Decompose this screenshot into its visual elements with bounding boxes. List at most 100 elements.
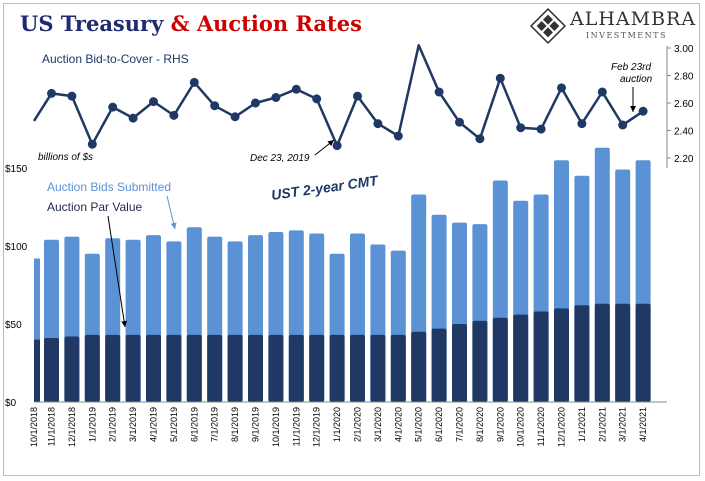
- bid-to-cover-group: [32, 44, 648, 151]
- bid-to-cover-point: [393, 131, 403, 141]
- bid-to-cover-point: [638, 106, 648, 116]
- bid-to-cover-point: [291, 84, 301, 94]
- x-tick-label: 4/1/2021: [638, 407, 648, 442]
- bid-to-cover-point: [47, 88, 56, 98]
- bid-to-cover-point: [67, 91, 77, 101]
- right-tick-label: 2.80: [674, 72, 694, 83]
- left-tick-label: $100: [5, 242, 28, 253]
- bids-bar-partial: [34, 258, 40, 402]
- bid-to-cover-point: [536, 124, 546, 134]
- bid-to-cover-point: [271, 93, 281, 102]
- bid-to-cover-point: [230, 112, 240, 122]
- bid-to-cover-point: [312, 94, 322, 104]
- title-part-1: US Treasury: [20, 11, 164, 36]
- par-bar: [288, 334, 304, 402]
- x-tick-label: 2/1/2020: [353, 407, 363, 442]
- par-bar: [248, 334, 263, 402]
- par-bar: [513, 314, 529, 402]
- x-tick-label: 6/1/2020: [434, 407, 444, 442]
- par-bar: [411, 331, 427, 402]
- bid-to-cover-point: [353, 91, 362, 101]
- right-tick-label: 2.60: [674, 99, 694, 110]
- bid-to-cover-point: [455, 117, 464, 127]
- x-tick-label: 4/1/2019: [149, 407, 159, 442]
- bid-to-cover-point: [128, 113, 138, 123]
- right-tick-label: 3.00: [674, 44, 694, 55]
- bid-to-cover-point: [434, 87, 444, 97]
- x-tick-label: 11/1/2020: [536, 407, 546, 446]
- par-bar: [125, 334, 141, 402]
- par-bar: [370, 334, 386, 402]
- par-bar-partial: [34, 339, 40, 402]
- x-tick-label: 3/1/2021: [618, 407, 628, 442]
- bid-to-cover-point: [108, 102, 118, 112]
- x-tick-label: 12/1/2020: [557, 407, 567, 447]
- bid-to-cover-point: [516, 123, 526, 133]
- logo-name: ALHAMBRA: [570, 8, 697, 30]
- x-tick-label: 6/1/2019: [189, 407, 199, 442]
- x-tick-label: 12/1/2018: [67, 407, 77, 447]
- par-bar: [105, 334, 121, 402]
- bids-legend-label: Auction Bids Submitted: [47, 180, 171, 194]
- bid-to-cover-point: [373, 119, 383, 129]
- par-legend-arrow: [107, 215, 128, 328]
- x-tick-label: 4/1/2020: [393, 407, 403, 442]
- bid-to-cover-point: [475, 134, 485, 144]
- par-bar: [166, 334, 182, 402]
- par-bar: [268, 334, 284, 402]
- title-part-2: & Auction Rates: [170, 11, 362, 36]
- dec23-arrow: [314, 139, 335, 156]
- par-bar: [207, 334, 223, 402]
- bid-to-cover-point: [149, 97, 158, 107]
- par-bar: [554, 308, 569, 402]
- bid-to-cover-point: [618, 120, 628, 130]
- x-tick-label: 2/1/2019: [108, 407, 118, 442]
- par-bar: [186, 334, 202, 402]
- par-bar: [594, 303, 610, 402]
- bid-to-cover-point: [189, 77, 199, 87]
- logo-diamond-icon: [529, 7, 567, 45]
- x-tick-label: 10/1/2018: [29, 407, 39, 447]
- left-tick-label: $0: [5, 398, 17, 409]
- par-bar: [615, 303, 631, 402]
- billions-label: billions of $s: [38, 152, 93, 163]
- par-bar: [574, 305, 590, 402]
- ust-2yr-label: UST 2-year CMT: [270, 172, 380, 203]
- bid-to-cover-point: [87, 139, 97, 149]
- par-bar: [390, 334, 406, 402]
- x-tick-label: 9/1/2020: [495, 407, 505, 442]
- par-bar: [452, 324, 467, 402]
- x-tick-label: 10/1/2019: [271, 407, 281, 447]
- company-logo: ALHAMBRA INVESTMENTS: [528, 6, 698, 46]
- bid-to-cover-point: [169, 110, 179, 120]
- x-tick-label: 9/1/2019: [251, 407, 261, 442]
- par-bar: [472, 320, 488, 402]
- par-bar: [84, 334, 100, 402]
- left-tick-label: $150: [5, 164, 28, 175]
- right-tick-label: 2.40: [674, 127, 694, 138]
- bid-to-cover-point: [557, 83, 566, 93]
- x-tick-label: 2/1/2021: [597, 407, 607, 442]
- par-bar: [309, 334, 325, 402]
- x-tick-label: 5/1/2020: [414, 407, 424, 442]
- x-tick-label: 1/1/2019: [87, 407, 97, 442]
- bid-to-cover-point: [251, 98, 260, 108]
- x-tick-label: 3/1/2020: [373, 407, 383, 442]
- right-tick-label: 2.20: [674, 154, 694, 165]
- x-tick-label: 1/1/2020: [332, 407, 342, 442]
- dec23-annotation: Dec 23, 2019: [250, 153, 310, 164]
- axes-group: $0 $50 $100 $150 2.20 2.40 2.60 2.80 3.00 10/1/20…: [5, 44, 694, 447]
- par-bar: [492, 317, 508, 402]
- par-bar: [227, 334, 243, 402]
- feb23-annotation-line1: Feb 23rd: [611, 62, 651, 73]
- par-bar: [329, 334, 345, 402]
- x-tick-label: 7/1/2019: [210, 407, 220, 442]
- par-bar: [431, 328, 447, 402]
- bid-to-cover-point: [332, 141, 342, 151]
- bid-to-cover-point: [495, 73, 505, 83]
- par-bar: [64, 336, 80, 402]
- x-tick-label: 1/1/2021: [577, 407, 587, 442]
- par-bar: [44, 338, 59, 402]
- x-tick-label: 11/1/2019: [291, 407, 301, 446]
- par-legend-label: Auction Par Value: [47, 200, 142, 214]
